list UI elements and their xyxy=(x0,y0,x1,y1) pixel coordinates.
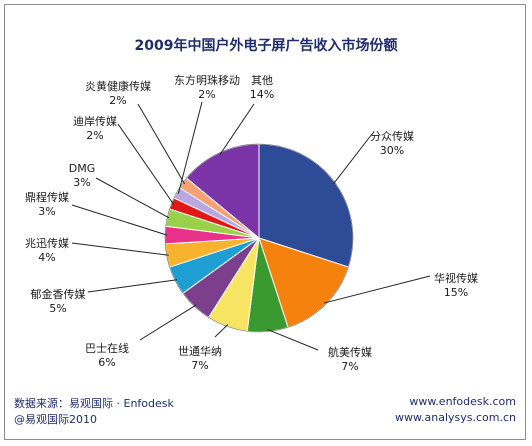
leader-line xyxy=(177,101,203,194)
slice-label: 郁金香传媒 xyxy=(31,287,86,301)
slice-label: 迪岸传媒 xyxy=(73,115,117,128)
leader-line xyxy=(87,279,178,293)
slice-percent: 7% xyxy=(191,359,208,372)
slice-label: 鼎程传媒 xyxy=(25,191,69,204)
slice-label: 分众传媒 xyxy=(370,130,414,143)
leader-line xyxy=(139,304,197,341)
slice-percent: 15% xyxy=(444,286,468,299)
slice-label: 巴士在线 xyxy=(85,341,129,355)
leader-line xyxy=(71,204,168,236)
slice-percent: 4% xyxy=(38,251,55,264)
slice-percent: 30% xyxy=(380,144,404,157)
slice-percent: 6% xyxy=(98,356,115,369)
leader-line xyxy=(137,103,186,185)
slice-label: 炎黄健康传媒 xyxy=(85,79,151,93)
slice-percent: 3% xyxy=(73,176,90,189)
copyright: @易观国际2010 xyxy=(14,413,97,426)
leader-line xyxy=(95,177,170,219)
slice-label: DMG xyxy=(69,162,96,175)
website-link-analysys[interactable]: www.analysys.com.cn xyxy=(395,411,516,424)
leader-line xyxy=(267,329,319,351)
slice-percent: 5% xyxy=(49,302,66,315)
website-link-enfodesk[interactable]: www.enfodesk.com xyxy=(409,395,516,408)
slice-label: 华视传媒 xyxy=(434,271,478,285)
slice-label: 东方明珠移动 xyxy=(174,73,240,87)
leader-line xyxy=(333,133,373,185)
slice-percent: 2% xyxy=(109,94,126,107)
slice-label: 其他 xyxy=(251,74,273,87)
leader-line xyxy=(323,275,431,304)
pie-outline xyxy=(164,143,354,333)
slice-label: 航美传媒 xyxy=(328,345,372,359)
leader-line xyxy=(71,242,169,256)
leader-line xyxy=(214,324,229,338)
slice-percent: 3% xyxy=(38,205,55,218)
leader-line xyxy=(219,103,255,156)
slice-percent: 7% xyxy=(341,360,358,373)
leader-line xyxy=(117,123,174,205)
slice-percent: 2% xyxy=(198,88,215,101)
chart-title: 2009年中国户外电子屏广告收入市场份额 xyxy=(134,38,398,54)
slice-label: 兆迅传媒 xyxy=(25,237,69,250)
slice-percent: 14% xyxy=(250,88,274,101)
slice-label: 世通华纳 xyxy=(178,344,222,358)
data-source: 数据来源：易观国际 · Enfodesk xyxy=(14,397,174,410)
slice-percent: 2% xyxy=(86,129,103,142)
